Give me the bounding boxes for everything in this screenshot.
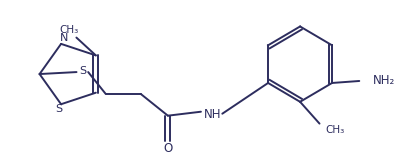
- Text: NH: NH: [204, 108, 221, 121]
- Text: S: S: [79, 66, 86, 76]
- Text: S: S: [55, 104, 63, 114]
- Text: O: O: [163, 142, 172, 155]
- Text: CH₃: CH₃: [325, 124, 345, 135]
- Text: N: N: [60, 33, 68, 43]
- Text: CH₃: CH₃: [59, 25, 78, 35]
- Text: NH₂: NH₂: [373, 74, 395, 87]
